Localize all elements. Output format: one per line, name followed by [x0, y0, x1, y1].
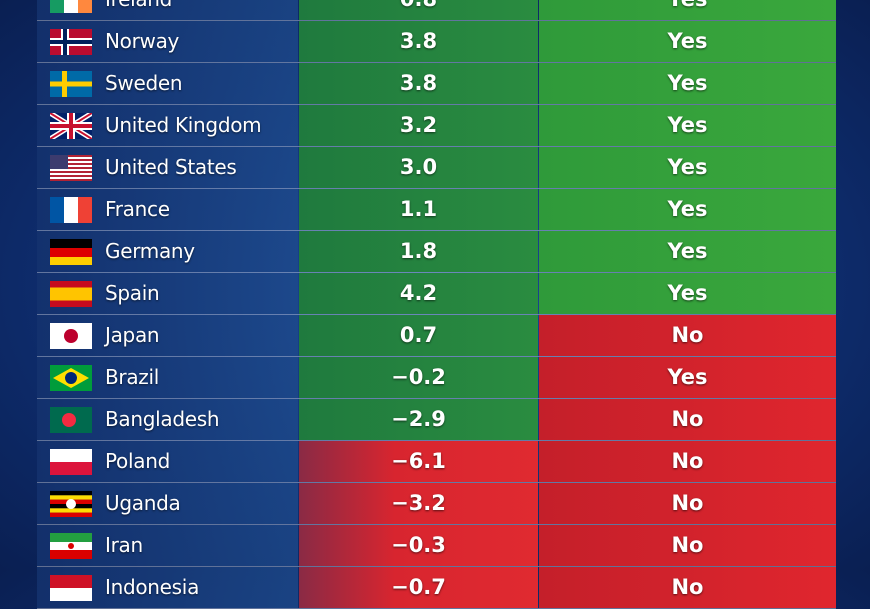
value-cell: 3.8 [299, 63, 538, 104]
row: Iran −0.3 No [37, 525, 836, 567]
value-cell: −2.9 [299, 399, 538, 440]
row: Indonesia −0.7 No [37, 567, 836, 609]
country: Brazil [105, 365, 160, 389]
answer-cell: No [539, 441, 836, 482]
value-cell: 1.1 [299, 189, 538, 230]
row: Bangladesh −2.9 No [37, 399, 836, 441]
value-cell: 3.8 [299, 21, 538, 62]
answer-cell: Yes [539, 189, 836, 230]
answer-cell: No [539, 315, 836, 356]
value-cell: 3.2 [299, 105, 538, 146]
country: Iran [105, 533, 143, 557]
country-cell: Poland [37, 441, 298, 482]
country: Germany [105, 239, 195, 263]
country: France [105, 197, 170, 221]
answer-cell: Yes [539, 63, 836, 104]
answer-cell: Yes [539, 147, 836, 188]
value-cell: 0.7 [299, 315, 538, 356]
answer-cell: Yes [539, 357, 836, 398]
country-cell: United States [37, 147, 298, 188]
country-cell: Indonesia [37, 567, 298, 608]
row: United Kingdom 3.2 Yes [37, 105, 836, 147]
country-cell: Uganda [37, 483, 298, 524]
row: Brazil −0.2 Yes [37, 357, 836, 399]
answer-cell: No [539, 483, 836, 524]
value-cell: −0.7 [299, 567, 538, 608]
answer-cell: Yes [539, 231, 836, 272]
flag [50, 155, 92, 181]
value-cell: 4.2 [299, 273, 538, 314]
answer-cell: No [539, 567, 836, 608]
row: Norway 3.8 Yes [37, 21, 836, 63]
country: Norway [105, 29, 180, 53]
answer-cell: No [539, 525, 836, 566]
flag [50, 239, 92, 265]
value-cell: 1.8 [299, 231, 538, 272]
country: Bangladesh [105, 407, 220, 431]
country-cell: United Kingdom [37, 105, 298, 146]
country: Indonesia [105, 575, 200, 599]
flag [50, 281, 92, 307]
country: Spain [105, 281, 160, 305]
value-cell: 0.8 [299, 0, 538, 20]
row: Japan 0.7 No [37, 315, 836, 357]
row: Poland −6.1 No [37, 441, 836, 483]
flag [50, 113, 92, 139]
country-cell: Ireland [37, 0, 298, 20]
row: France 1.1 Yes [37, 189, 836, 231]
row: Sweden 3.8 Yes [37, 63, 836, 105]
country: Japan [105, 323, 160, 347]
country-cell: Brazil [37, 357, 298, 398]
answer-cell: Yes [539, 0, 836, 20]
flag [50, 323, 92, 349]
country: Ireland [105, 0, 172, 20]
country: Uganda [105, 491, 181, 515]
flag [50, 407, 92, 433]
country: Poland [105, 449, 170, 473]
value-cell: −0.2 [299, 357, 538, 398]
value-cell: 3.0 [299, 147, 538, 188]
answer-cell: Yes [539, 273, 836, 314]
flag [50, 0, 92, 13]
country-cell: Norway [37, 21, 298, 62]
country: Sweden [105, 71, 183, 95]
flag [50, 29, 92, 55]
flag [50, 533, 92, 559]
flag [50, 449, 92, 475]
flag [50, 365, 92, 391]
answer-cell: No [539, 399, 836, 440]
row: Spain 4.2 Yes [37, 273, 836, 315]
country-cell: Spain [37, 273, 298, 314]
country-cell: Germany [37, 231, 298, 272]
value-cell: −6.1 [299, 441, 538, 482]
row: Uganda −3.2 No [37, 483, 836, 525]
country-cell: Iran [37, 525, 298, 566]
answer-cell: Yes [539, 21, 836, 62]
value-cell: −0.3 [299, 525, 538, 566]
answer-cell: Yes [539, 105, 836, 146]
value-cell: −3.2 [299, 483, 538, 524]
country: United States [105, 155, 237, 179]
country-cell: France [37, 189, 298, 230]
flag [50, 491, 92, 517]
country-cell: Japan [37, 315, 298, 356]
row: United States 3.0 Yes [37, 147, 836, 189]
flag [50, 575, 92, 601]
row: Germany 1.8 Yes [37, 231, 836, 273]
flag [50, 71, 92, 97]
country-cell: Sweden [37, 63, 298, 104]
country-cell: Bangladesh [37, 399, 298, 440]
country: United Kingdom [105, 113, 262, 137]
flag [50, 197, 92, 223]
